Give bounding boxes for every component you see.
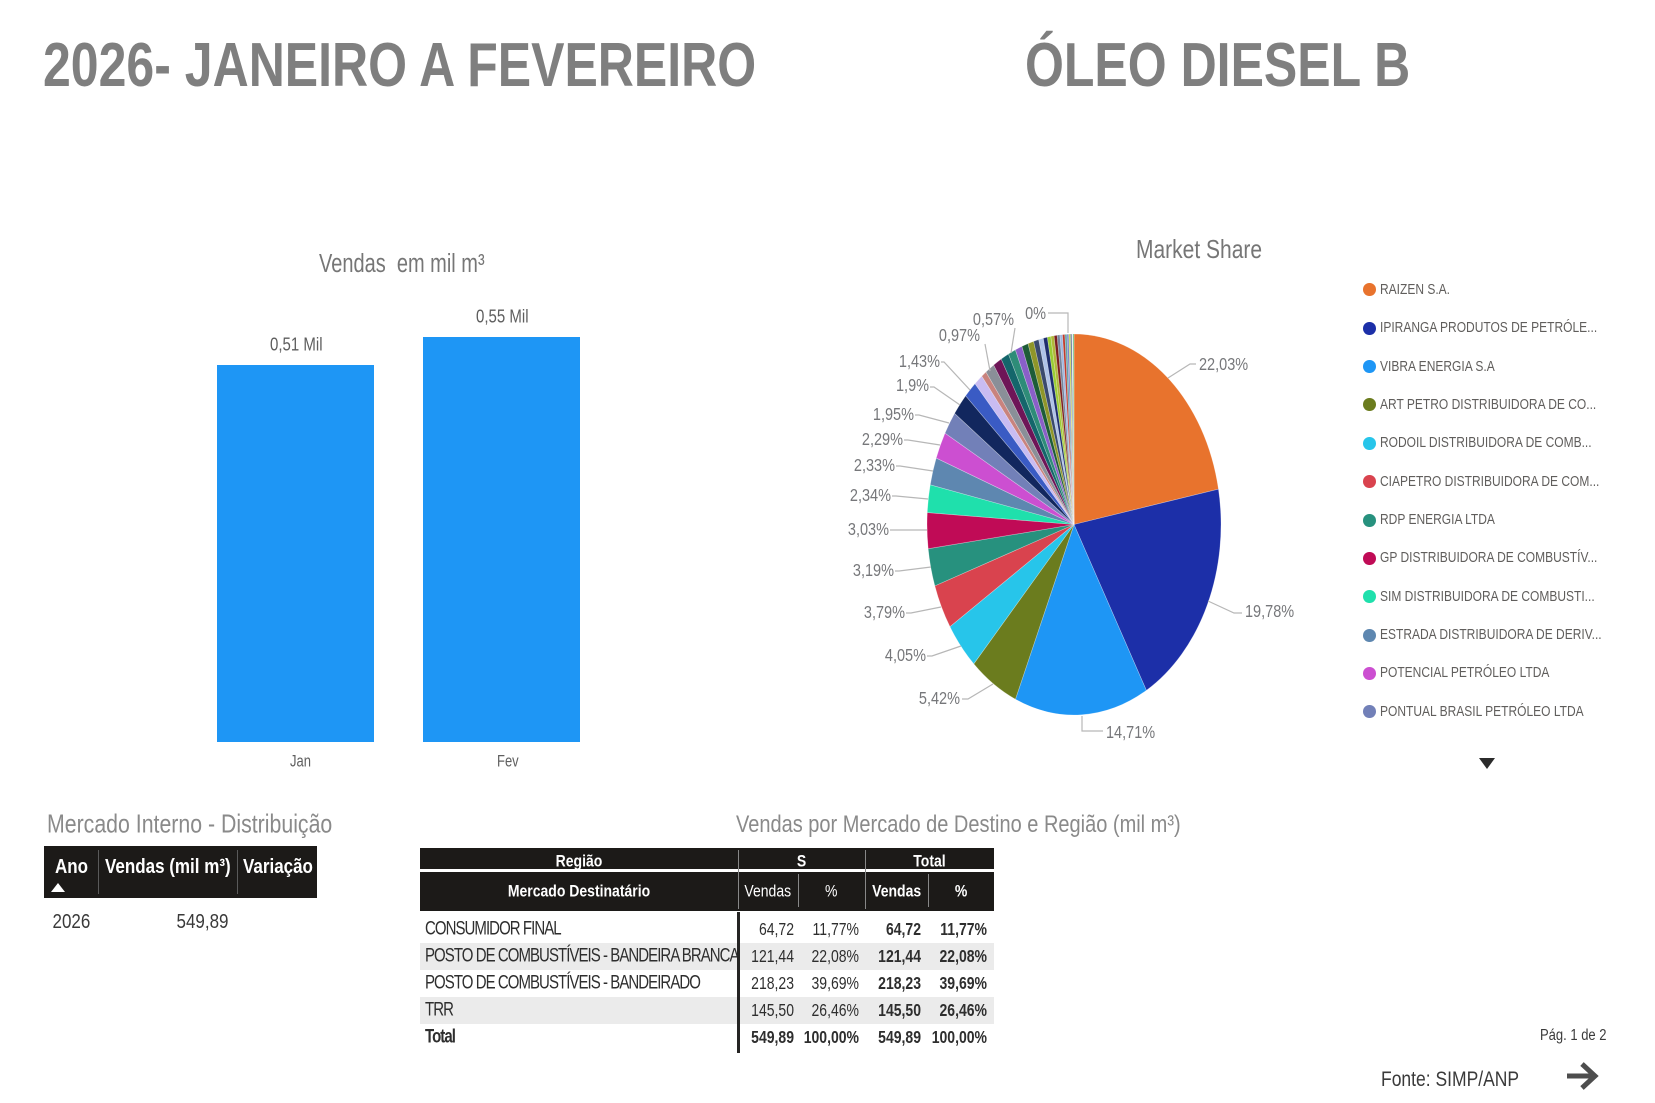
svg-text:3,19%: 3,19% [853,562,894,580]
svg-text:1,43%: 1,43% [899,353,940,371]
svg-text:4,05%: 4,05% [885,647,926,665]
svg-text:0%: 0% [1025,305,1046,323]
svg-text:5,42%: 5,42% [919,690,960,708]
svg-text:1,95%: 1,95% [873,406,914,424]
svg-text:1,9%: 1,9% [896,377,929,395]
svg-text:3,03%: 3,03% [848,521,889,539]
svg-text:14,71%: 14,71% [1106,724,1155,742]
svg-text:2,33%: 2,33% [854,457,895,475]
svg-text:2,29%: 2,29% [862,431,903,449]
svg-text:0,97%: 0,97% [939,327,980,345]
svg-text:22,03%: 22,03% [1199,356,1248,374]
svg-text:3,79%: 3,79% [864,604,905,622]
svg-text:19,78%: 19,78% [1245,603,1294,621]
svg-text:2,34%: 2,34% [850,487,891,505]
svg-text:0,57%: 0,57% [973,311,1014,329]
